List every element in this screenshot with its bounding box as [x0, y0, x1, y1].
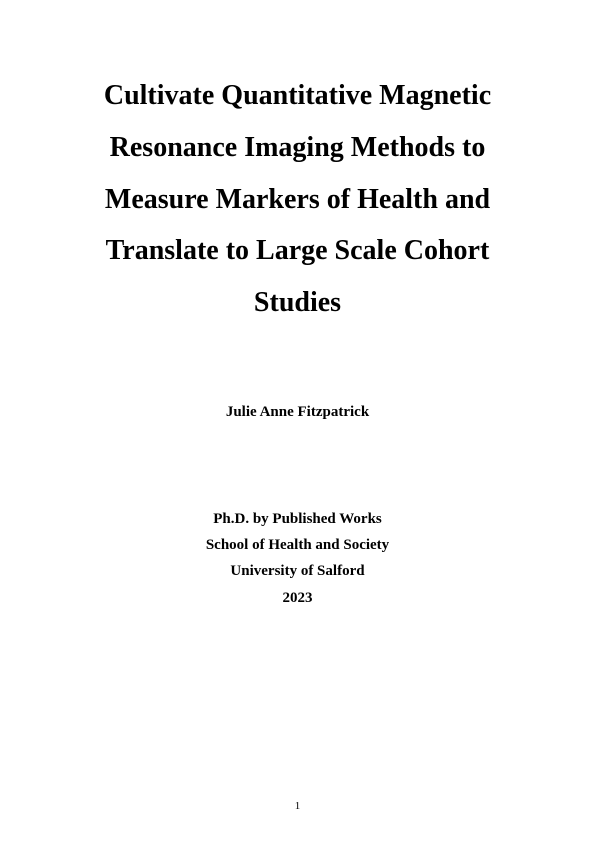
- title-line: Measure Markers of Health and: [60, 174, 535, 226]
- title-line: Translate to Large Scale Cohort: [60, 225, 535, 277]
- page-number: 1: [0, 800, 595, 812]
- degree-line: 2023: [60, 585, 535, 611]
- degree-line: School of Health and Society: [60, 532, 535, 558]
- title-line: Resonance Imaging Methods to: [60, 122, 535, 174]
- title-line: Studies: [60, 277, 535, 329]
- degree-block: Ph.D. by Published Works School of Healt…: [60, 506, 535, 611]
- author-name: Julie Anne Fitzpatrick: [60, 404, 535, 421]
- title-block: Cultivate Quantitative Magnetic Resonanc…: [60, 70, 535, 329]
- degree-line: Ph.D. by Published Works: [60, 506, 535, 532]
- degree-line: University of Salford: [60, 558, 535, 584]
- title-line: Cultivate Quantitative Magnetic: [60, 70, 535, 122]
